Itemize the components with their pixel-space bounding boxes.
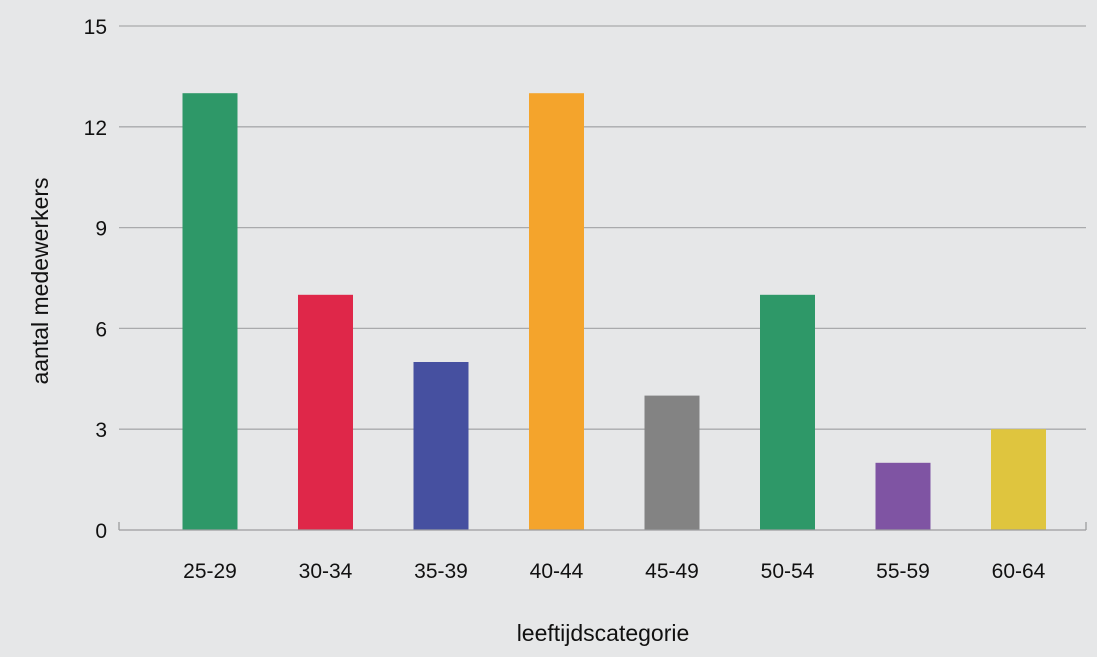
y-tick-label: 6 xyxy=(95,318,107,341)
y-tick-label: 9 xyxy=(95,218,107,241)
y-tick-label: 0 xyxy=(95,520,107,543)
bar-40-44 xyxy=(529,93,584,530)
bar-45-49 xyxy=(644,395,700,530)
x-tick-label: 35-39 xyxy=(414,560,468,583)
x-tick-label: 25-29 xyxy=(183,560,237,583)
x-tick-labels: 25-29 30-34 35-39 40-44 45-49 50-54 55-59 60-64 xyxy=(183,560,1046,583)
x-tick-label: 60-64 xyxy=(992,560,1046,583)
x-tick-label: 45-49 xyxy=(645,560,699,583)
bar-25-29 xyxy=(182,93,238,530)
x-tick-label: 40-44 xyxy=(530,560,584,583)
bar-35-39 xyxy=(413,362,469,530)
x-axis-title: leeftijdscategorie xyxy=(517,620,690,646)
x-tick-label: 55-59 xyxy=(876,560,930,583)
y-tick-label: 3 xyxy=(95,419,107,442)
y-tick-labels: 0 3 6 9 12 15 xyxy=(84,16,107,543)
bar-60-64 xyxy=(991,429,1046,530)
bar-30-34 xyxy=(298,294,353,530)
bar-50-54 xyxy=(760,294,815,530)
bar-55-59 xyxy=(875,462,931,530)
gridlines xyxy=(119,25,1086,430)
y-tick-label: 15 xyxy=(84,16,107,39)
y-axis-title: aantal medewerkers xyxy=(27,177,53,384)
x-tick-label: 30-34 xyxy=(299,560,353,583)
x-tick-label: 50-54 xyxy=(761,560,815,583)
bars xyxy=(182,93,1046,530)
axes xyxy=(118,522,1087,531)
y-tick-label: 12 xyxy=(84,117,107,140)
